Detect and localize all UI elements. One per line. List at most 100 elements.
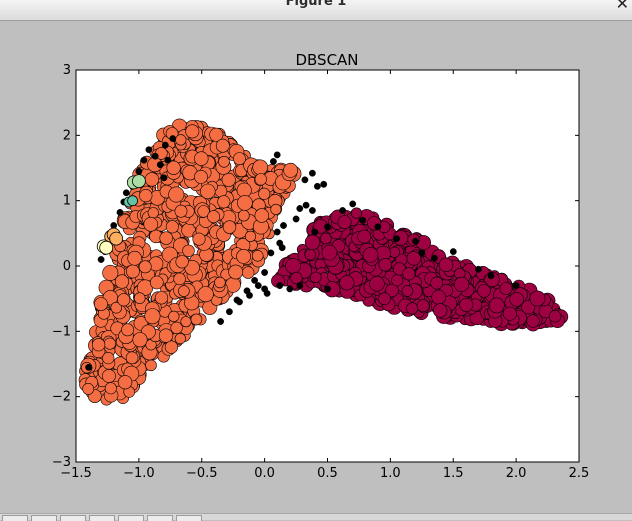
data-point [104, 382, 117, 395]
noise-point [296, 282, 304, 289]
data-point [125, 264, 140, 279]
data-point [488, 297, 505, 314]
noise-point [324, 285, 331, 293]
data-point [102, 352, 115, 365]
data-point [283, 162, 298, 178]
noise-point [269, 158, 277, 165]
noise-point [217, 318, 225, 325]
data-point [254, 173, 267, 186]
data-point [362, 247, 379, 263]
cluster-cluster-left [78, 118, 302, 406]
noise-point [512, 282, 520, 289]
data-point [252, 159, 269, 176]
data-point [197, 205, 210, 218]
x-tick-label: −1.5 [60, 466, 92, 481]
noise-point [169, 135, 177, 143]
chart-title: DBSCAN [295, 51, 358, 69]
data-point [91, 338, 106, 352]
data-point [159, 231, 173, 245]
data-point [357, 229, 372, 244]
small-cluster-point [127, 195, 139, 207]
data-point [185, 124, 200, 139]
noise-point [418, 249, 426, 257]
noise-point [308, 207, 316, 214]
data-point [254, 208, 269, 223]
data-point [194, 151, 209, 166]
data-point [102, 369, 116, 383]
data-point [502, 306, 517, 321]
data-point [168, 186, 185, 203]
noise-point [145, 146, 153, 154]
back-icon[interactable] [31, 515, 57, 521]
noise-point [301, 176, 309, 184]
noise-point [280, 222, 287, 229]
save-icon[interactable] [176, 515, 202, 521]
data-point [168, 310, 180, 323]
data-point [237, 195, 253, 211]
noise-point [311, 228, 319, 236]
data-point [150, 275, 164, 290]
data-point [378, 258, 392, 272]
forward-icon[interactable] [60, 515, 86, 521]
data-point [133, 292, 146, 305]
data-point [190, 313, 203, 326]
data-point [388, 246, 401, 258]
data-point [218, 156, 230, 168]
scatter-plot: −1.5 −1.0 −0.5 0.0 0.5 1.0 1.5 2.0 2.5 −3 −2 −1 0 1 2 3… [52, 51, 590, 481]
data-point [110, 301, 123, 314]
noise-point [122, 189, 130, 197]
data-point [192, 232, 206, 246]
noise-point [161, 141, 169, 149]
noise-point [263, 289, 271, 297]
noise-point [278, 244, 286, 252]
data-point [319, 232, 332, 245]
small-cluster-point [131, 174, 146, 189]
y-tick-label: −1 [52, 324, 71, 339]
data-point [182, 244, 195, 258]
data-point [117, 375, 133, 390]
home-icon[interactable] [2, 515, 28, 521]
small-cluster-point [109, 231, 124, 246]
x-tick-label: 2.0 [506, 466, 527, 481]
data-point [509, 291, 525, 307]
data-point [339, 275, 355, 291]
y-tick-label: 2 [63, 128, 71, 143]
data-point [207, 210, 220, 224]
data-point [529, 290, 546, 307]
data-point [337, 215, 352, 229]
data-point [526, 314, 540, 328]
small-cluster-point [99, 240, 114, 255]
figure-canvas: −1.5 −1.0 −0.5 0.0 0.5 1.0 1.5 2.0 2.5 −3 −2 −1 0 1 2 3… [0, 26, 632, 513]
data-point [236, 248, 251, 264]
subplots-icon[interactable] [147, 515, 173, 521]
noise-point [85, 363, 93, 371]
data-point [233, 152, 246, 166]
data-point [521, 300, 536, 315]
zoom-icon[interactable] [118, 515, 144, 521]
noise-point [254, 282, 262, 289]
noise-point [359, 216, 367, 224]
data-point [174, 333, 186, 345]
cluster-layer [78, 118, 569, 406]
noise-point [339, 207, 346, 214]
x-tick-label: −0.5 [186, 466, 218, 481]
data-point [304, 234, 321, 251]
data-point [270, 203, 282, 215]
data-point [154, 291, 169, 305]
noise-point [160, 174, 168, 182]
data-point [125, 351, 139, 365]
data-point [145, 359, 157, 372]
data-point [102, 264, 119, 281]
close-icon[interactable]: ✕ [615, 0, 629, 13]
data-point [385, 283, 399, 298]
data-point [221, 172, 236, 187]
x-tick-label: 1.0 [380, 466, 401, 481]
noise-point [243, 287, 251, 295]
data-point [454, 276, 470, 292]
noise-point [302, 201, 310, 209]
data-point [144, 172, 159, 187]
data-point [304, 249, 316, 261]
pan-icon[interactable] [89, 515, 115, 521]
data-point [350, 207, 363, 219]
data-point [433, 303, 448, 318]
